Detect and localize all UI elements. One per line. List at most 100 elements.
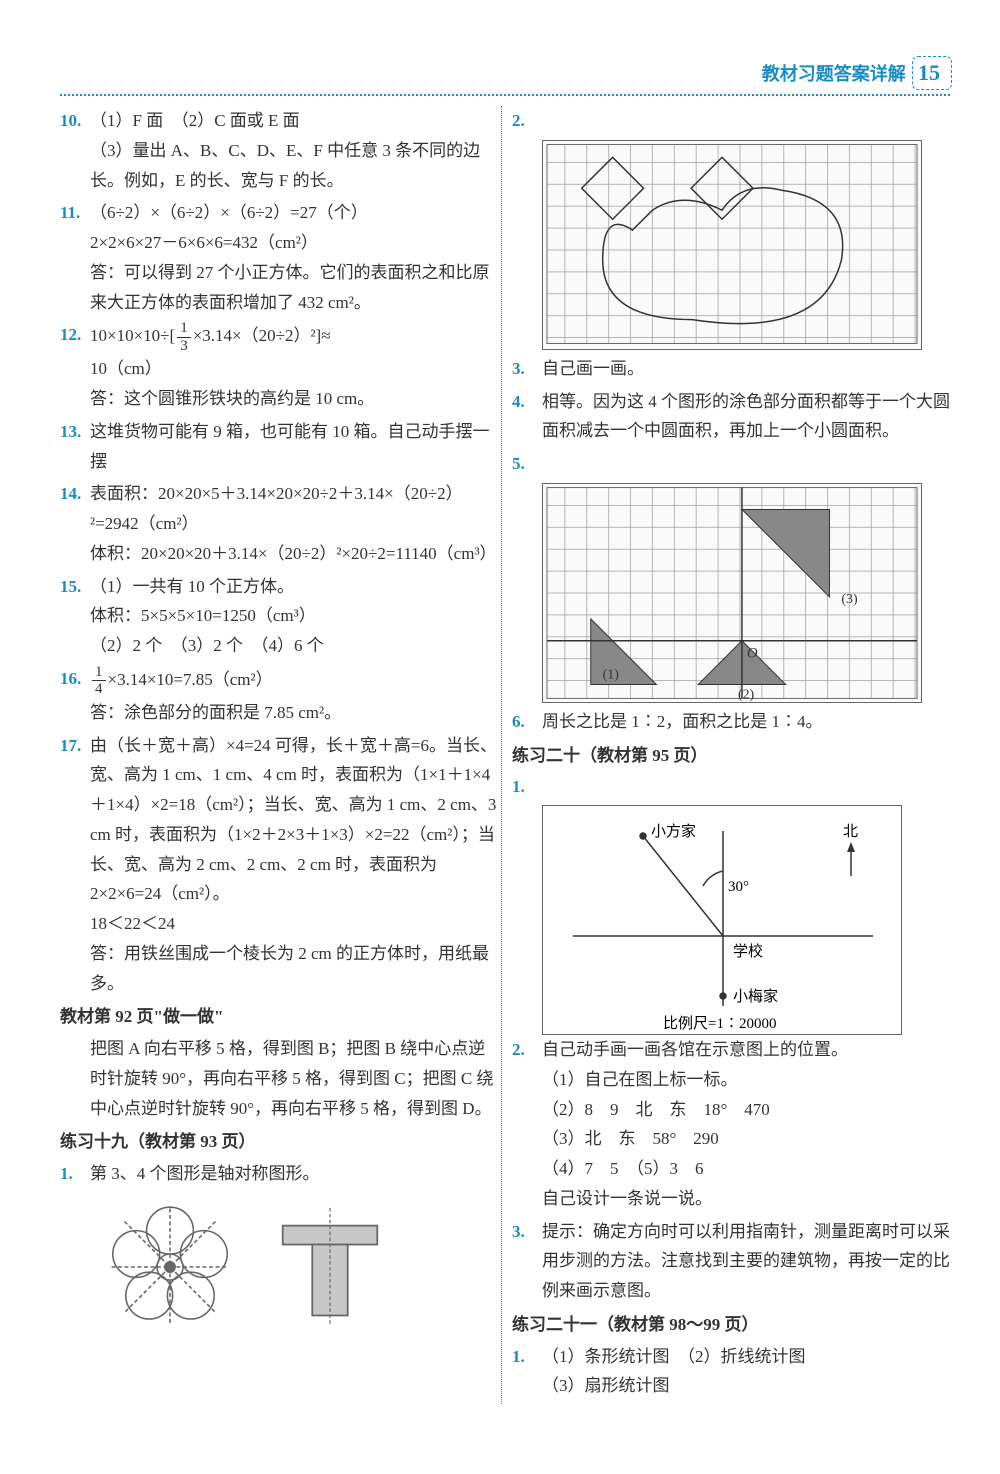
q16-l1: 14×3.14×10=7.85（cm²） <box>90 664 498 698</box>
s21-q1-l1: （1）条形统计图 （2）折线统计图 <box>542 1342 950 1372</box>
q17-l1: 由（长＋宽＋高）×4=24 可得，长＋宽＋高=6。当长、宽、高为 1 cm、1 … <box>90 731 498 910</box>
s19-q1: 1. 第 3、4 个图形是轴对称图形。 <box>60 1159 498 1189</box>
s20-q2-l3: （3）北 东 58° 290 <box>542 1124 950 1154</box>
q11-l2: 2×2×6×27－6×6×6=432（cm²） <box>90 228 498 258</box>
q12-content: 10×10×10÷[13×3.14×（20÷2）²]≈ 10（cm） 答：这个圆… <box>90 320 498 414</box>
r-q6: 6. 周长之比是 1∶2，面积之比是 1∶4。 <box>512 707 950 737</box>
section-92-title: 教材第 92 页"做一做" <box>60 1002 498 1032</box>
label-scale: 比例尺=1∶20000 <box>663 1015 776 1032</box>
column-separator <box>501 106 502 1404</box>
s20-q2-l2: （2）8 9 北 东 18° 470 <box>542 1095 950 1125</box>
figure-flower-bolt <box>100 1197 498 1337</box>
s19-q1-content: 第 3、4 个图形是轴对称图形。 <box>90 1159 498 1189</box>
figure-direction-diagram: 小方家 北 30° 学校 小梅家 比例尺=1∶20000 <box>542 805 902 1035</box>
q12: 12. 10×10×10÷[13×3.14×（20÷2）²]≈ 10（cm） 答… <box>60 320 498 414</box>
s20-q2-l4: （4）7 5 （5）3 6 <box>542 1154 950 1184</box>
q-number: 13. <box>60 417 90 477</box>
r-q5: 5. <box>512 449 950 479</box>
q-number: 1. <box>512 772 542 802</box>
q11-content: （6÷2）×（6÷2）×（6÷2）=27（个） 2×2×6×27－6×6×6=4… <box>90 198 498 317</box>
section-21-title: 练习二十一（教材第 98～99 页） <box>512 1310 950 1340</box>
q-number: 10. <box>60 106 90 195</box>
s21-q1: 1. （1）条形统计图 （2）折线统计图 （3）扇形统计图 <box>512 1342 950 1402</box>
q-number: 1. <box>512 1342 542 1402</box>
section-20-title: 练习二十（教材第 95 页） <box>512 741 950 771</box>
s20-q3-content: 提示：确定方向时可以利用指南针，测量距离时可以采用步测的方法。注意找到主要的建筑… <box>542 1217 950 1306</box>
svg-text:(2): (2) <box>738 687 755 702</box>
label-angle: 30° <box>728 879 749 895</box>
q12-l3: 答：这个圆锥形铁块的高约是 10 cm。 <box>90 384 498 414</box>
page-number: 15 <box>918 60 940 86</box>
r-q3-content: 自己画一画。 <box>542 354 950 384</box>
q-number: 14. <box>60 479 90 568</box>
q-number: 11. <box>60 198 90 317</box>
svg-text:(3): (3) <box>841 592 858 607</box>
label-north: 北 <box>843 823 858 840</box>
q14-content: 表面积：20×20×5＋3.14×20×20÷2＋3.14×（20÷2）²=29… <box>90 479 498 568</box>
r-q3: 3. 自己画一画。 <box>512 354 950 384</box>
q17-l2: 18＜22＜24 <box>90 909 498 939</box>
q14-l1: 表面积：20×20×5＋3.14×20×20÷2＋3.14×（20÷2）²=29… <box>90 479 498 539</box>
q14-l2: 体积：20×20×20＋3.14×（20÷2）²×20÷2=11140（cm³） <box>90 539 498 569</box>
r-q4-content: 相等。因为这 4 个图形的涂色部分面积都等于一个大圆面积减去一个中圆面积，再加上… <box>542 387 950 447</box>
q16: 16. 14×3.14×10=7.85（cm²） 答：涂色部分的面积是 7.85… <box>60 664 498 728</box>
q11-l1: （6÷2）×（6÷2）×（6÷2）=27（个） <box>90 198 498 228</box>
q13: 13. 这堆货物可能有 9 箱，也可能有 10 箱。自己动手摆一摆 <box>60 417 498 477</box>
q-number: 2. <box>512 106 542 136</box>
q10-content: （1）F 面 （2）C 面或 E 面 （3）量出 A、B、C、D、E、F 中任意… <box>90 106 498 195</box>
label-xiaomei: 小梅家 <box>733 988 778 1005</box>
svg-text:(1): (1) <box>603 667 620 682</box>
s20-q2-l1: （1）自己在图上标一标。 <box>542 1065 950 1095</box>
figure-grid-triangles: (1) (2) (3) O <box>542 483 922 703</box>
right-column: 2. 3. 自己画一画。 4. 相等。因为这 4 个图形的涂色部分面积都等于一个… <box>512 106 950 1404</box>
page-header: 教材习题答案详解 15 <box>60 60 950 86</box>
s21-q1-content: （1）条形统计图 （2）折线统计图 （3）扇形统计图 <box>542 1342 950 1402</box>
q-number: 12. <box>60 320 90 414</box>
s20-q3: 3. 提示：确定方向时可以利用指南针，测量距离时可以采用步测的方法。注意找到主要… <box>512 1217 950 1306</box>
label-school: 学校 <box>733 943 763 960</box>
q15-l3: （2）2 个 （3）2 个 （4）6 个 <box>90 631 498 661</box>
q17: 17. 由（长＋宽＋高）×4=24 可得，长＋宽＋高=6。当长、宽、高为 1 c… <box>60 731 498 999</box>
label-xiaofang: 小方家 <box>651 823 696 840</box>
q-number: 4. <box>512 387 542 447</box>
s20-q2-l5: 自己设计一条说一说。 <box>542 1184 950 1214</box>
s21-q1-l2: （3）扇形统计图 <box>542 1371 950 1401</box>
q11: 11. （6÷2）×（6÷2）×（6÷2）=27（个） 2×2×6×27－6×6… <box>60 198 498 317</box>
q15-l2: 体积：5×5×5×10=1250（cm³） <box>90 601 498 631</box>
content-columns: 10. （1）F 面 （2）C 面或 E 面 （3）量出 A、B、C、D、E、F… <box>60 106 950 1404</box>
q-number: 3. <box>512 1217 542 1306</box>
q16-content: 14×3.14×10=7.85（cm²） 答：涂色部分的面积是 7.85 cm²… <box>90 664 498 728</box>
q-number: 17. <box>60 731 90 999</box>
flower-icon <box>100 1197 240 1337</box>
q11-l3: 答：可以得到 27 个小正方体。它们的表面积之和比原来大正方体的表面积增加了 4… <box>90 258 498 318</box>
s20-q2-l0: 自己动手画一画各馆在示意图上的位置。 <box>542 1035 950 1065</box>
q13-content: 这堆货物可能有 9 箱，也可能有 10 箱。自己动手摆一摆 <box>90 417 498 477</box>
q17-l3: 答：用铁丝围成一个棱长为 2 cm 的正方体时，用纸最多。 <box>90 939 498 999</box>
s20-q2-content: 自己动手画一画各馆在示意图上的位置。 （1）自己在图上标一标。 （2）8 9 北… <box>542 1035 950 1214</box>
s20-q1: 1. <box>512 772 950 802</box>
q16-l2: 答：涂色部分的面积是 7.85 cm²。 <box>90 698 498 728</box>
r-q2: 2. <box>512 106 950 136</box>
svg-text:O: O <box>747 645 758 661</box>
q10: 10. （1）F 面 （2）C 面或 E 面 （3）量出 A、B、C、D、E、F… <box>60 106 498 195</box>
section-92-body: 把图 A 向右平移 5 格，得到图 B；把图 B 绕中心点逆时针旋转 90°，再… <box>60 1034 498 1123</box>
q-number: 5. <box>512 449 542 479</box>
figure-grid-shapes <box>542 140 922 350</box>
q15: 15. （1）一共有 10 个正方体。 体积：5×5×5×10=1250（cm³… <box>60 572 498 661</box>
q-number: 3. <box>512 354 542 384</box>
r-q4: 4. 相等。因为这 4 个图形的涂色部分面积都等于一个大圆面积减去一个中圆面积，… <box>512 387 950 447</box>
q17-content: 由（长＋宽＋高）×4=24 可得，长＋宽＋高=6。当长、宽、高为 1 cm、1 … <box>90 731 498 999</box>
q-number: 16. <box>60 664 90 728</box>
q10-l1: （1）F 面 （2）C 面或 E 面 <box>90 106 498 136</box>
q12-l1: 10×10×10÷[13×3.14×（20÷2）²]≈ <box>90 320 498 354</box>
q15-content: （1）一共有 10 个正方体。 体积：5×5×5×10=1250（cm³） （2… <box>90 572 498 661</box>
q-number: 1. <box>60 1159 90 1189</box>
r-q6-content: 周长之比是 1∶2，面积之比是 1∶4。 <box>542 707 950 737</box>
q-number: 6. <box>512 707 542 737</box>
q15-l1: （1）一共有 10 个正方体。 <box>90 572 498 602</box>
s20-q2: 2. 自己动手画一画各馆在示意图上的位置。 （1）自己在图上标一标。 （2）8 … <box>512 1035 950 1214</box>
header-title: 教材习题答案详解 <box>762 60 906 86</box>
left-column: 10. （1）F 面 （2）C 面或 E 面 （3）量出 A、B、C、D、E、F… <box>60 106 498 1404</box>
q-number: 2. <box>512 1035 542 1214</box>
q14: 14. 表面积：20×20×5＋3.14×20×20÷2＋3.14×（20÷2）… <box>60 479 498 568</box>
